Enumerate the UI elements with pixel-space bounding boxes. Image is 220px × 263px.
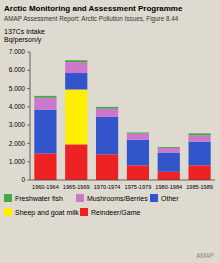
- y-axis-label: Bq/person/y: [4, 36, 42, 44]
- legend-swatch: [4, 194, 12, 202]
- y-tick: [27, 52, 30, 53]
- bar: [158, 153, 180, 172]
- legend-label: Other: [161, 195, 179, 202]
- bar: [65, 73, 87, 89]
- bar: [34, 96, 56, 98]
- y-tick-label: 7.000: [9, 48, 26, 55]
- bar: [96, 117, 118, 154]
- y-tick-label: 5.000: [9, 85, 26, 92]
- bars: [34, 60, 210, 180]
- bar: [65, 60, 87, 62]
- y-tick: [27, 143, 30, 144]
- y-tick: [27, 88, 30, 89]
- bar: [158, 172, 180, 180]
- bar: [96, 107, 118, 109]
- bar: [188, 165, 210, 180]
- bar: [34, 110, 56, 154]
- legend-label: Sheep and goat milk: [15, 209, 79, 217]
- chart: Arctic Monitoring and Assessment Program…: [0, 0, 220, 263]
- y-tick: [27, 180, 30, 181]
- bar: [188, 142, 210, 166]
- bar: [65, 144, 87, 180]
- bar: [96, 154, 118, 180]
- bar: [188, 133, 210, 135]
- y-tick-label: 2.000: [9, 140, 26, 147]
- y-tick-label: 6.000: [9, 66, 26, 73]
- bar: [127, 132, 149, 134]
- bar: [158, 148, 180, 153]
- legend-swatch: [150, 194, 158, 202]
- y-tick: [27, 125, 30, 126]
- y-tick-label: 0: [21, 176, 25, 183]
- bar: [34, 153, 56, 180]
- subtitle: AMAP Assessment Report: Arctic Pollution…: [4, 15, 179, 23]
- y-tick-label: 1.000: [9, 158, 26, 165]
- bar: [127, 165, 149, 180]
- x-tick-label: 1960-1964: [32, 184, 59, 190]
- annotation: AMAP: [196, 252, 214, 259]
- legend-swatch: [4, 208, 12, 216]
- x-tick-label: 1965-1969: [63, 184, 90, 190]
- legend-swatch: [80, 208, 88, 216]
- bar: [158, 147, 180, 149]
- y-tick-label: 3.000: [9, 121, 26, 128]
- y-axis: [30, 52, 31, 180]
- bar: [34, 98, 56, 110]
- bar: [127, 133, 149, 139]
- y-axis-label: 137Cs intake: [4, 28, 45, 35]
- bar: [65, 62, 87, 73]
- bar: [65, 89, 87, 144]
- x-tick-label: 1980-1984: [155, 184, 182, 190]
- x-tick-label: 1970-1974: [94, 184, 121, 190]
- y-tick: [27, 70, 30, 71]
- bar: [188, 135, 210, 141]
- title: Arctic Monitoring and Assessment Program…: [4, 4, 183, 13]
- y-tick: [27, 106, 30, 107]
- legend-swatch: [76, 194, 84, 202]
- legend-label: Mushrooms/Berries: [87, 195, 148, 202]
- bar: [96, 109, 118, 117]
- legend-label: Reindeer/Game: [91, 209, 141, 216]
- legend-label: Freshwater fish: [15, 195, 63, 202]
- bar: [127, 140, 149, 166]
- x-axis: [30, 180, 215, 181]
- x-tick-label: 1975-1979: [125, 184, 152, 190]
- x-tick-label: 1985-1989: [186, 184, 213, 190]
- y-tick: [27, 161, 30, 162]
- y-tick-label: 4.000: [9, 103, 26, 110]
